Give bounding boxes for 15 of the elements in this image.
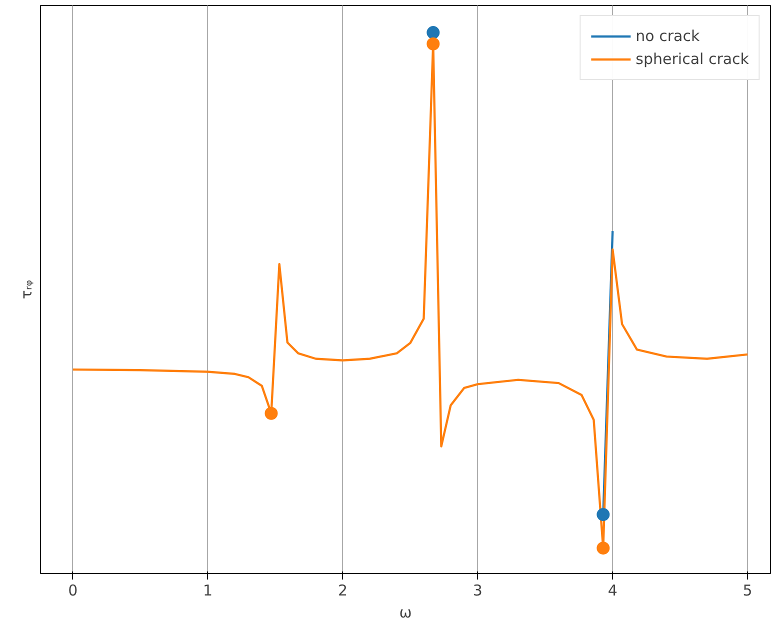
x-tick-label: 1 [203, 582, 213, 600]
x-tick-label: 5 [742, 582, 752, 600]
x-tick-label: 3 [472, 582, 482, 600]
point [596, 508, 610, 522]
x-tick-label: 4 [608, 582, 618, 600]
point [426, 37, 440, 50]
x-axis-title: ω [399, 604, 412, 622]
point [596, 542, 610, 555]
x-tick-label: 0 [68, 582, 78, 600]
y-axis-title: τᵣᵩ [18, 280, 36, 300]
legend-label: no crack [636, 27, 700, 45]
x-tick-label: 2 [338, 582, 348, 600]
legend-label: spherical crack [636, 50, 749, 68]
point [264, 406, 278, 420]
point [426, 26, 440, 40]
